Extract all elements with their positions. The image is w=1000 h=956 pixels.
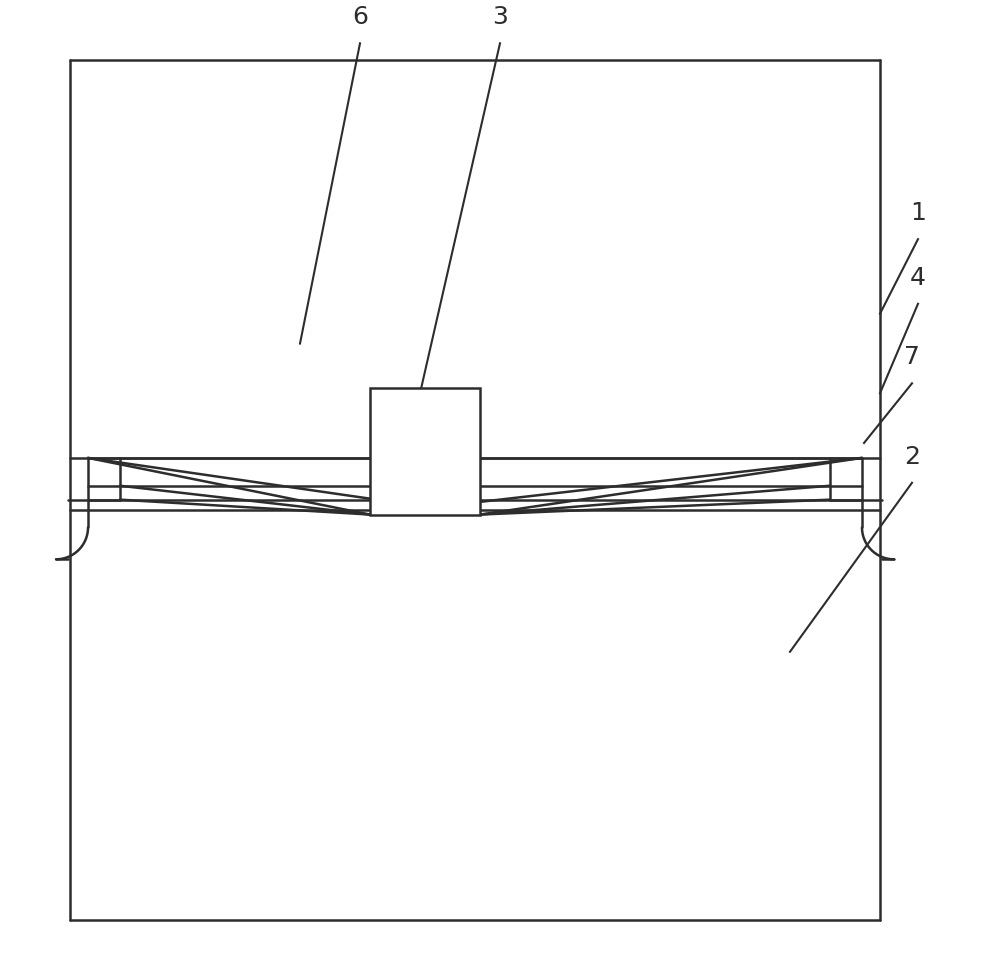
Text: 2: 2 bbox=[904, 445, 920, 468]
Text: 1: 1 bbox=[910, 202, 926, 226]
Text: 3: 3 bbox=[492, 6, 508, 30]
Text: 4: 4 bbox=[910, 266, 926, 290]
Text: 6: 6 bbox=[352, 6, 368, 30]
Bar bbox=[370, 388, 480, 514]
Text: 7: 7 bbox=[904, 345, 920, 369]
